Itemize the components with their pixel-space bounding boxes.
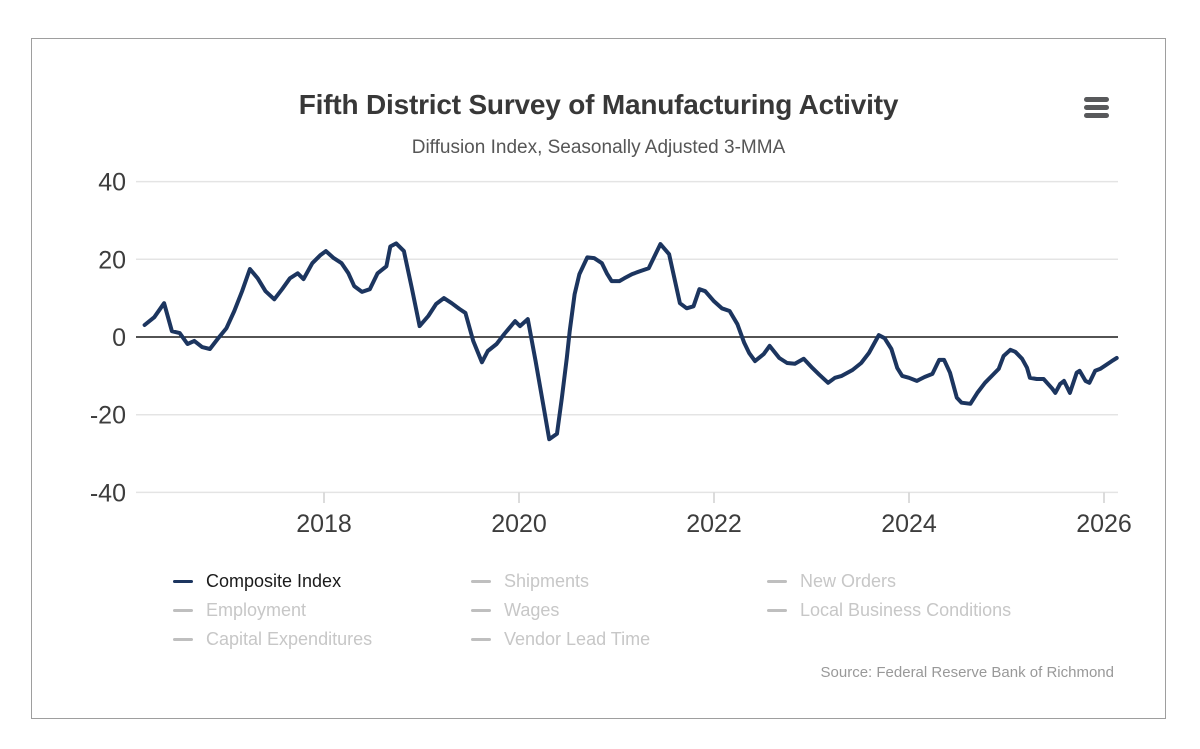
legend-dash-icon	[471, 637, 491, 642]
chart-svg: 40 20 0 -20 -40 2018 2020 2022 2024 2026	[90, 169, 1132, 538]
legend-dash-icon	[471, 608, 491, 613]
legend-item-capital-expenditures[interactable]: Capital Expenditures	[173, 629, 471, 650]
legend-item-label: Shipments	[504, 571, 590, 591]
y-axis-tick-label: 0	[112, 324, 126, 352]
source-note: Source: Federal Reserve Bank of Richmond	[820, 664, 1114, 681]
x-axis-tick-label: 2026	[1076, 510, 1132, 538]
legend-dash-icon	[767, 608, 787, 613]
legend-dash-icon	[471, 579, 491, 584]
legend-item-shipments[interactable]: Shipments	[471, 571, 767, 592]
hamburger-bar	[1084, 113, 1109, 118]
legend-item-composite-index[interactable]: Composite Index	[173, 571, 471, 592]
legend-dash-icon	[173, 608, 193, 613]
legend-item-label: Local Business Conditions	[800, 600, 1012, 620]
legend-item-local-business-conditions[interactable]: Local Business Conditions	[767, 600, 1011, 621]
composite-index-line	[142, 241, 1119, 442]
legend-item-label: Employment	[206, 600, 307, 620]
x-axis-tick-label: 2022	[686, 510, 742, 538]
chart-card: 40 20 0 -20 -40 2018 2020 2022 2024 2026 Fifth Di…	[31, 38, 1166, 719]
hamburger-bar	[1084, 105, 1109, 110]
legend-dash-icon	[173, 637, 193, 642]
legend-item-vendor-lead-time[interactable]: Vendor Lead Time	[471, 629, 767, 650]
y-axis-tick-label: 20	[98, 246, 126, 274]
legend-item-label: Composite Index	[206, 571, 342, 591]
x-axis-tick-label: 2018	[296, 510, 352, 538]
legend-dash-icon	[173, 579, 193, 584]
legend-item-employment[interactable]: Employment	[173, 600, 471, 621]
hamburger-bar	[1084, 97, 1109, 102]
x-axis-tick-label: 2024	[881, 510, 937, 538]
chart-subtitle: Diffusion Index, Seasonally Adjusted 3-M…	[411, 137, 786, 158]
legend-item-new-orders[interactable]: New Orders	[767, 571, 1011, 592]
y-axis-tick-label: -40	[90, 479, 126, 507]
chart-title: Fifth District Survey of Manufacturing A…	[298, 89, 899, 120]
hamburger-menu-icon[interactable]	[1084, 97, 1109, 118]
x-axis-tick-label: 2020	[491, 510, 547, 538]
legend-item-label: Wages	[504, 600, 560, 620]
y-axis-tick-label: -20	[90, 402, 126, 430]
legend-item-label: Vendor Lead Time	[504, 629, 651, 649]
legend-item-label: New Orders	[800, 571, 897, 591]
chart-legend: Composite Index Shipments New Orders Employ…	[173, 567, 1011, 654]
legend-item-wages[interactable]: Wages	[471, 600, 767, 621]
legend-dash-icon	[767, 579, 787, 584]
legend-item-label: Capital Expenditures	[206, 629, 373, 649]
y-axis-tick-label: 40	[98, 169, 126, 197]
